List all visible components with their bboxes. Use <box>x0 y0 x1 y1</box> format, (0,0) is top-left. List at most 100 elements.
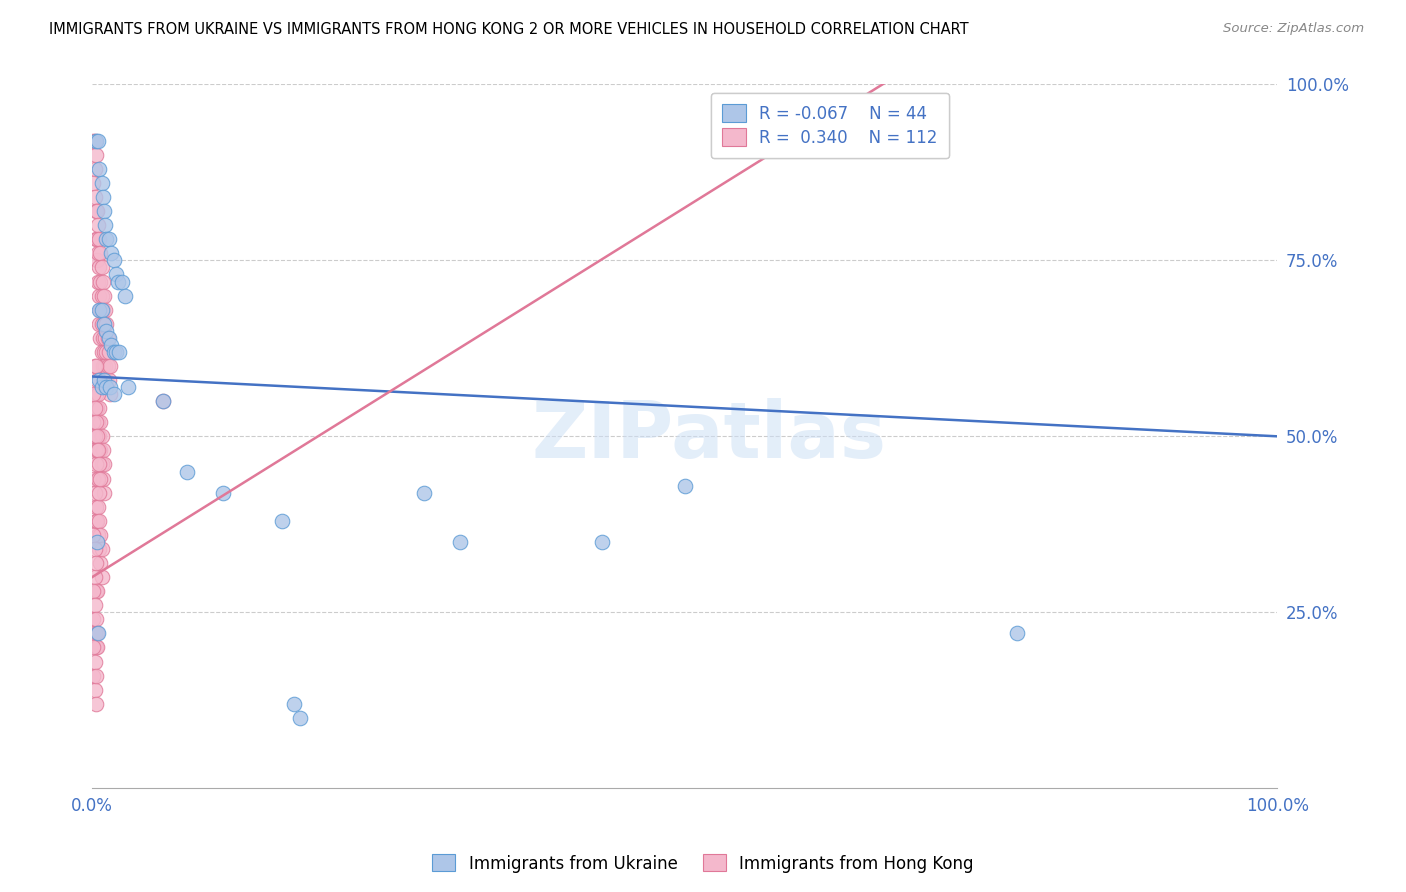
Point <box>97 331 120 345</box>
Point <box>104 268 127 282</box>
Point <box>90 458 112 472</box>
Point <box>91 275 114 289</box>
Point <box>84 148 107 162</box>
Point <box>89 302 111 317</box>
Point <box>90 176 112 190</box>
Point <box>90 429 112 443</box>
Point <box>114 288 136 302</box>
Legend: R = -0.067    N = 44, R =  0.340    N = 112: R = -0.067 N = 44, R = 0.340 N = 112 <box>711 93 949 158</box>
Point <box>94 218 117 232</box>
Point <box>107 275 129 289</box>
Point <box>89 429 111 443</box>
Point <box>94 359 117 373</box>
Point <box>283 697 305 711</box>
Point <box>83 682 105 697</box>
Point <box>87 275 110 289</box>
Point <box>83 599 105 613</box>
Point <box>90 260 112 275</box>
Point <box>97 344 120 359</box>
Point <box>84 359 107 373</box>
Point <box>89 472 111 486</box>
Point <box>83 626 105 640</box>
Point <box>108 344 131 359</box>
Point <box>86 429 108 443</box>
Point <box>86 535 108 549</box>
Point <box>84 668 107 682</box>
Point <box>86 535 108 549</box>
Point <box>86 472 108 486</box>
Point <box>89 302 111 317</box>
Point <box>87 500 110 514</box>
Point <box>87 218 110 232</box>
Point <box>84 458 107 472</box>
Point <box>111 275 134 289</box>
Point <box>117 380 139 394</box>
Point <box>87 134 110 148</box>
Point <box>82 640 104 655</box>
Point <box>90 541 112 556</box>
Point <box>84 612 107 626</box>
Point <box>87 443 110 458</box>
Point <box>91 190 114 204</box>
Point <box>84 697 107 711</box>
Point <box>82 668 104 682</box>
Point <box>90 317 112 331</box>
Point <box>93 317 115 331</box>
Point <box>87 472 110 486</box>
Point <box>98 359 121 373</box>
Point <box>103 253 125 268</box>
Point <box>94 331 117 345</box>
Point <box>89 373 111 387</box>
Point <box>89 415 111 429</box>
Point <box>270 514 292 528</box>
Point <box>86 443 108 458</box>
Point <box>83 401 105 416</box>
Point <box>89 232 111 246</box>
Point <box>89 288 111 302</box>
Point <box>87 387 110 401</box>
Point <box>91 359 114 373</box>
Point <box>82 134 104 148</box>
Point <box>97 331 120 345</box>
Point <box>90 288 112 302</box>
Point <box>96 317 118 331</box>
Point <box>82 429 104 443</box>
Point <box>449 535 471 549</box>
Point <box>103 344 125 359</box>
Point <box>211 485 233 500</box>
Point <box>91 302 114 317</box>
Point <box>89 485 111 500</box>
Point <box>97 232 120 246</box>
Point <box>82 612 104 626</box>
Point <box>96 344 118 359</box>
Point <box>98 387 121 401</box>
Point <box>83 429 105 443</box>
Point <box>89 458 111 472</box>
Point <box>91 443 114 458</box>
Point <box>84 500 107 514</box>
Point <box>83 485 105 500</box>
Point <box>82 472 104 486</box>
Point <box>673 478 696 492</box>
Point <box>100 246 122 260</box>
Point <box>91 331 114 345</box>
Text: ZIPatlas: ZIPatlas <box>531 399 886 475</box>
Point <box>90 344 112 359</box>
Point <box>89 275 111 289</box>
Text: IMMIGRANTS FROM UKRAINE VS IMMIGRANTS FROM HONG KONG 2 OR MORE VEHICLES IN HOUSE: IMMIGRANTS FROM UKRAINE VS IMMIGRANTS FR… <box>49 22 969 37</box>
Point <box>82 176 104 190</box>
Point <box>97 373 120 387</box>
Point <box>89 541 111 556</box>
Point <box>90 302 112 317</box>
Point <box>89 260 111 275</box>
Point <box>98 380 121 394</box>
Point <box>83 161 105 176</box>
Point <box>96 380 118 394</box>
Point <box>84 514 107 528</box>
Point <box>93 485 115 500</box>
Point <box>91 472 114 486</box>
Point <box>89 317 111 331</box>
Point <box>84 387 107 401</box>
Point <box>84 204 107 219</box>
Point <box>100 338 122 352</box>
